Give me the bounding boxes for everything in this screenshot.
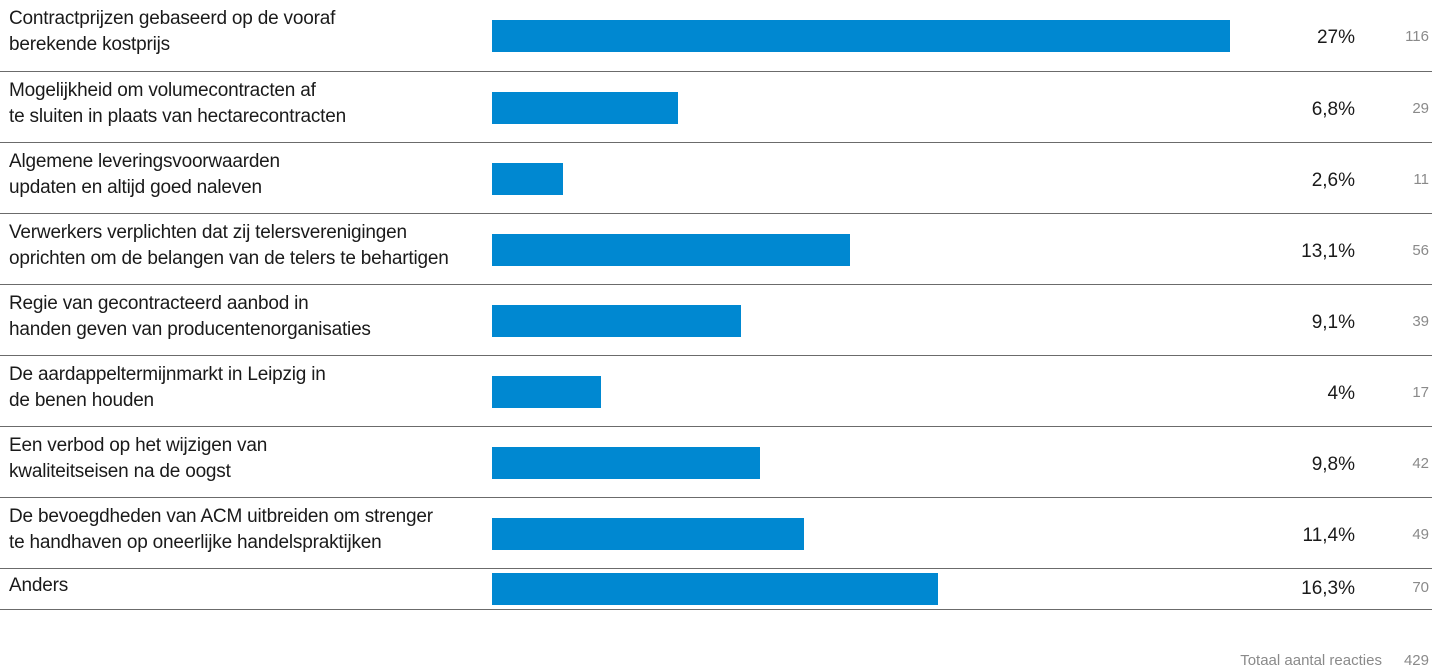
count-label: 116: [1405, 28, 1429, 45]
row-divider: [0, 142, 1432, 143]
bar: [492, 447, 760, 479]
chart-row: De bevoegdheden van ACM uitbreiden om st…: [0, 498, 1432, 569]
category-label: Verwerkers verplichten dat zij telersver…: [9, 222, 449, 269]
chart-row: Algemene leveringsvoorwaarden updaten en…: [0, 143, 1432, 214]
chart-row: Een verbod op het wijzigen van kwaliteit…: [0, 427, 1432, 498]
chart-row: Verwerkers verplichten dat zij telersver…: [0, 214, 1432, 285]
value-label: 9,1%: [1311, 312, 1355, 333]
row-divider: [0, 71, 1432, 72]
chart-row: Anders 16,3% 70: [0, 569, 1432, 610]
total-value: 429: [1403, 651, 1429, 669]
row-divider: [0, 284, 1432, 285]
count-label: 49: [1412, 526, 1429, 543]
count-label: 11: [1413, 171, 1429, 188]
count-label: 56: [1412, 242, 1429, 259]
bar: [492, 573, 938, 605]
value-label: 16,3%: [1301, 578, 1355, 599]
count-label: 70: [1412, 579, 1429, 596]
bar: [492, 376, 601, 408]
bar: [492, 163, 563, 195]
category-label: Anders: [9, 575, 69, 596]
value-label: 11,4%: [1302, 525, 1355, 546]
value-label: 6,8%: [1311, 99, 1355, 120]
row-divider: [0, 426, 1432, 427]
category-label: Een verbod op het wijzigen van kwaliteit…: [9, 435, 268, 482]
chart-row: Mogelijkheid om volumecontracten af te s…: [0, 72, 1432, 143]
row-divider: [0, 609, 1432, 610]
category-label: De bevoegdheden van ACM uitbreiden om st…: [9, 506, 433, 553]
row-divider: [0, 497, 1432, 498]
bar: [492, 518, 804, 550]
category-label: De aardappeltermijnmarkt in Leipzig in d…: [9, 364, 326, 411]
row-divider: [0, 568, 1432, 569]
value-label: 9,8%: [1311, 454, 1355, 475]
count-label: 39: [1412, 313, 1429, 330]
category-label: Contractprijzen gebaseerd op de vooraf b…: [9, 8, 336, 55]
row-divider: [0, 213, 1432, 214]
value-label: 13,1%: [1301, 241, 1355, 262]
chart-row: Regie van gecontracteerd aanbod in hande…: [0, 285, 1432, 356]
bar: [492, 20, 1230, 52]
bar: [492, 305, 741, 337]
value-label: 2,6%: [1311, 170, 1355, 191]
total-label: Totaal aantal reacties: [1240, 651, 1382, 669]
category-label: Regie van gecontracteerd aanbod in hande…: [9, 293, 371, 340]
value-label: 27%: [1316, 27, 1355, 48]
bar: [492, 234, 850, 266]
count-label: 29: [1412, 100, 1429, 117]
chart-row: De aardappeltermijnmarkt in Leipzig in d…: [0, 356, 1432, 427]
chart-row: Contractprijzen gebaseerd op de vooraf b…: [0, 0, 1432, 72]
row-divider: [0, 355, 1432, 356]
bar: [492, 92, 678, 124]
value-label: 4%: [1327, 383, 1355, 404]
bar-chart: Contractprijzen gebaseerd op de vooraf b…: [0, 0, 1432, 610]
category-label: Mogelijkheid om volumecontracten af te s…: [9, 80, 346, 127]
total-responses: Totaal aantal reacties 429: [1240, 650, 1429, 670]
category-label: Algemene leveringsvoorwaarden updaten en…: [9, 151, 280, 198]
count-label: 42: [1412, 455, 1429, 472]
count-label: 17: [1412, 384, 1429, 401]
